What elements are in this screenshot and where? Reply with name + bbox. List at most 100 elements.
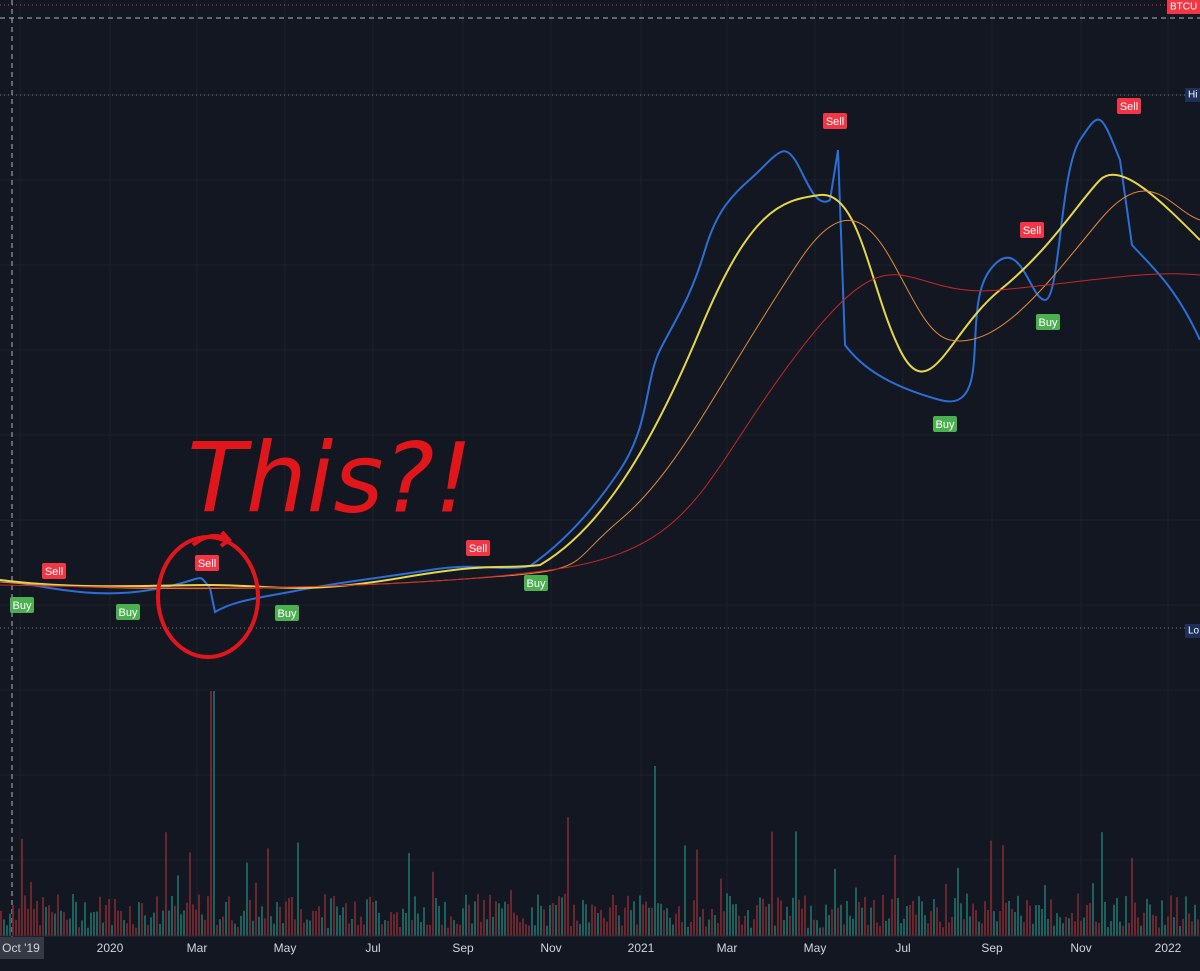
volume-bar bbox=[915, 914, 917, 936]
volume-bar bbox=[1032, 923, 1034, 936]
volume-bar bbox=[93, 912, 95, 936]
volume-bar bbox=[123, 919, 125, 936]
volume-bar bbox=[240, 915, 242, 936]
volume-bar bbox=[1179, 925, 1181, 936]
grid bbox=[0, 0, 1200, 936]
volume-bar bbox=[753, 919, 755, 936]
volume-bar bbox=[828, 915, 830, 936]
signal-label: Buy bbox=[1039, 317, 1058, 329]
volume-bar bbox=[444, 901, 446, 936]
volume-bar bbox=[684, 845, 686, 936]
volume-bar bbox=[690, 921, 692, 936]
volume-bar bbox=[426, 924, 428, 936]
volume-bar bbox=[177, 875, 179, 936]
signal-box bbox=[195, 555, 219, 571]
crosshair-date-box bbox=[0, 937, 44, 959]
volume-bar bbox=[1038, 905, 1040, 936]
signal-label: Sell bbox=[45, 566, 63, 578]
volume-bar bbox=[699, 916, 701, 936]
volume-bar bbox=[195, 909, 197, 936]
volume-bar bbox=[120, 910, 122, 936]
volume-bar bbox=[615, 904, 617, 936]
price-line bbox=[0, 118, 1200, 614]
volume-bar bbox=[126, 923, 128, 936]
volume-bar bbox=[819, 927, 821, 936]
signal-label: Buy bbox=[119, 607, 138, 619]
volume-bar bbox=[672, 924, 674, 936]
volume-bar bbox=[144, 915, 146, 936]
signal-label: Buy bbox=[278, 608, 297, 620]
volume-bar bbox=[840, 904, 842, 936]
volume-bar bbox=[1026, 900, 1028, 936]
volume-bar bbox=[858, 902, 860, 936]
volume-bar bbox=[972, 903, 974, 936]
volume-bar bbox=[1140, 925, 1142, 936]
time-tick-label: Nov bbox=[1070, 941, 1091, 955]
volume-bar bbox=[525, 924, 527, 936]
volume-bar bbox=[1104, 901, 1106, 936]
volume-bar bbox=[759, 897, 761, 936]
volume-bar bbox=[837, 907, 839, 936]
volume-bar bbox=[561, 897, 563, 936]
volume-bar bbox=[201, 914, 203, 936]
volume-bar bbox=[507, 903, 509, 936]
volume-bar bbox=[117, 910, 119, 936]
volume-bar bbox=[303, 922, 305, 936]
annotation-arrow bbox=[191, 530, 232, 548]
volume-bar bbox=[1005, 902, 1007, 936]
symbol-label-box bbox=[1167, 0, 1200, 14]
volume-bar bbox=[552, 903, 554, 936]
volume-bar bbox=[183, 910, 185, 936]
volume-bar bbox=[738, 915, 740, 936]
volume-bar bbox=[825, 904, 827, 936]
signal-box bbox=[1036, 314, 1060, 330]
volume-bar bbox=[786, 906, 788, 936]
signals: Buy Sell Buy Sell Buy Sell Buy Sell Buy Sell Buy Se… bbox=[10, 98, 1141, 621]
volume-bar bbox=[312, 910, 314, 936]
volume-bar bbox=[906, 905, 908, 936]
volume-bar bbox=[87, 927, 89, 936]
volume-bar bbox=[681, 921, 683, 936]
volume-bar bbox=[1041, 908, 1043, 936]
volume-bar bbox=[318, 906, 320, 936]
volume-bar bbox=[1158, 927, 1160, 936]
signal-box bbox=[466, 540, 490, 556]
volume-bar bbox=[1113, 904, 1115, 936]
volume-bar bbox=[687, 926, 689, 936]
signal-label: Sell bbox=[1023, 225, 1041, 237]
volume-bar bbox=[861, 907, 863, 936]
volume-bar bbox=[1137, 917, 1139, 936]
volume-bar bbox=[405, 912, 407, 936]
volume-bar bbox=[492, 916, 494, 936]
volume-bar bbox=[1029, 905, 1031, 936]
volume-bar bbox=[66, 919, 68, 936]
volume-bar bbox=[204, 919, 206, 936]
volume-bar bbox=[963, 919, 965, 936]
volume-bar bbox=[636, 924, 638, 936]
volume-bar bbox=[279, 906, 281, 936]
volume-bar bbox=[1152, 914, 1154, 936]
volume-bar bbox=[186, 902, 188, 936]
volume-bar bbox=[1050, 899, 1052, 936]
volume-bar bbox=[930, 911, 932, 936]
volume-bar bbox=[1092, 883, 1094, 936]
volume-bar bbox=[324, 894, 326, 936]
volume-bar bbox=[1194, 904, 1196, 936]
volume-bar bbox=[390, 912, 392, 936]
volume-bar bbox=[315, 910, 317, 936]
volume-bar bbox=[483, 900, 485, 936]
volume-bar bbox=[642, 904, 644, 936]
volume-bar bbox=[531, 907, 533, 936]
volume-bar bbox=[156, 896, 158, 936]
volume-bar bbox=[282, 923, 284, 936]
volume-bar bbox=[1125, 896, 1127, 936]
volume-bar bbox=[291, 896, 293, 936]
volume-bar bbox=[1107, 927, 1109, 936]
volume-bar bbox=[351, 919, 353, 936]
volume-bar bbox=[570, 925, 572, 936]
volume-bar bbox=[168, 910, 170, 936]
volume-bar bbox=[42, 897, 44, 936]
volume-bar bbox=[267, 848, 269, 936]
volume-bar bbox=[1044, 885, 1046, 936]
